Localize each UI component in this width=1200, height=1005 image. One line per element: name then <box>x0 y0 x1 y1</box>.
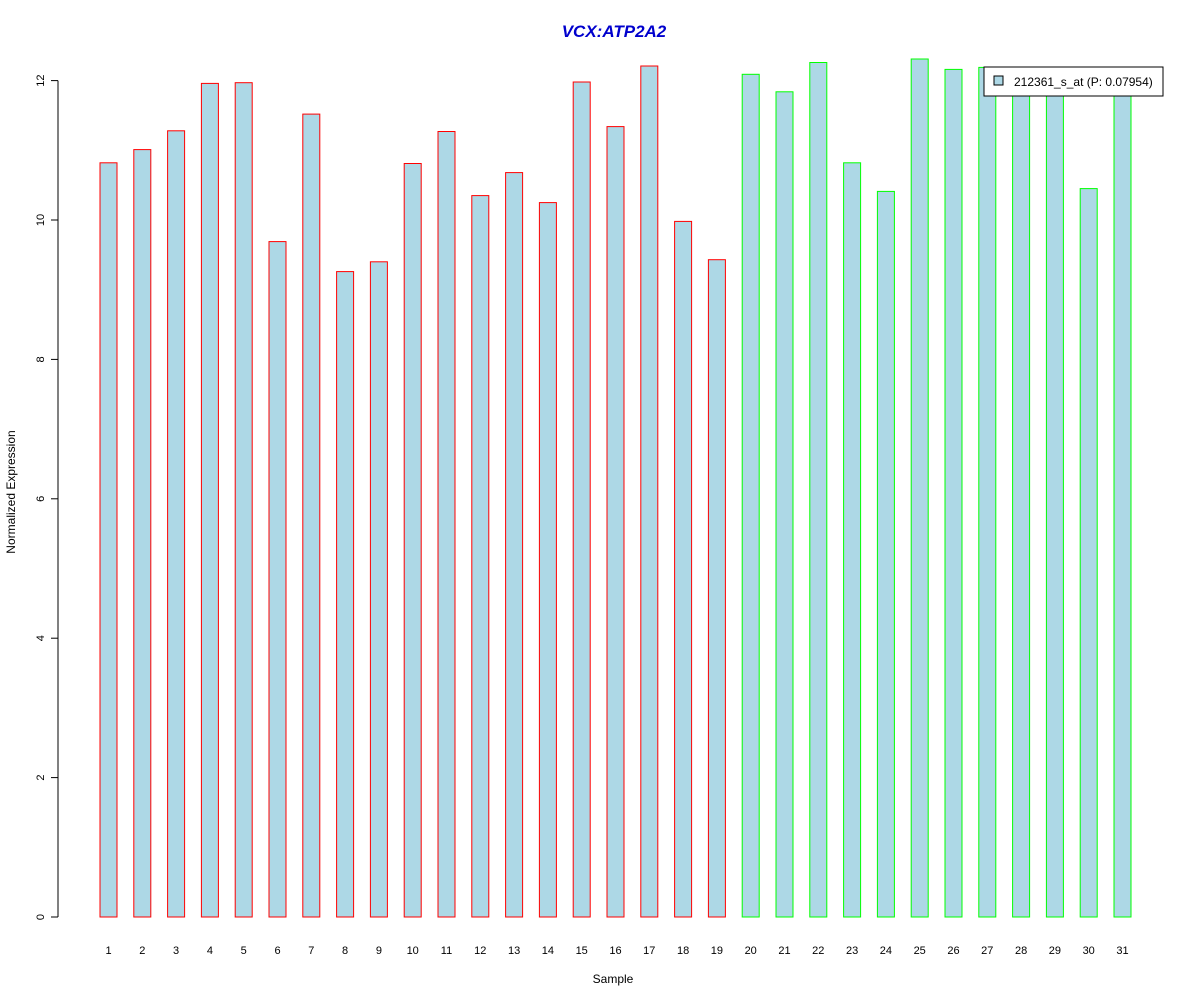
bar <box>471 195 490 918</box>
y-tick-label: 2 <box>35 775 47 781</box>
y-axis: 0 2 4 6 8 10 12 <box>35 74 59 920</box>
x-tick-label: 17 <box>643 945 655 957</box>
bar <box>606 126 625 918</box>
bar <box>1113 89 1132 918</box>
x-tick-label: 31 <box>1116 945 1128 957</box>
bar <box>336 271 355 918</box>
bars-group <box>99 58 1132 918</box>
legend-swatch <box>993 75 1004 86</box>
x-tick-label: 15 <box>576 945 588 957</box>
x-tick-label: 5 <box>241 945 247 957</box>
bar <box>1045 87 1064 918</box>
x-tick-label: 3 <box>173 945 179 957</box>
x-tick-label: 18 <box>677 945 689 957</box>
bar <box>437 131 456 918</box>
x-tick-label: 4 <box>207 945 213 957</box>
y-axis-label: Normalized Expression <box>4 430 18 553</box>
x-tick-label: 6 <box>274 945 280 957</box>
bar <box>538 202 557 918</box>
x-tick-label: 10 <box>407 945 419 957</box>
bar <box>640 65 659 918</box>
bar <box>876 190 895 918</box>
bar <box>674 220 693 918</box>
bar <box>200 82 219 918</box>
x-tick-label: 21 <box>778 945 790 957</box>
bar <box>978 66 997 918</box>
bar <box>234 82 253 918</box>
x-tick-label: 24 <box>880 945 892 957</box>
x-tick-label: 22 <box>812 945 824 957</box>
y-tick-label: 12 <box>35 74 47 86</box>
bar <box>1079 188 1098 918</box>
x-tick-label: 19 <box>711 945 723 957</box>
x-tick-label: 29 <box>1049 945 1061 957</box>
x-tick-label: 28 <box>1015 945 1027 957</box>
x-tick-label: 7 <box>308 945 314 957</box>
bar <box>944 68 963 918</box>
x-tick-label: 11 <box>441 945 452 957</box>
x-tick-label: 16 <box>609 945 621 957</box>
legend: 212361_s_at (P: 0.07954) <box>983 66 1164 97</box>
x-tick-label: 27 <box>981 945 993 957</box>
x-tick-label: 20 <box>745 945 757 957</box>
bar <box>843 162 862 918</box>
y-tick-label: 6 <box>35 496 47 502</box>
legend-box <box>983 66 1164 97</box>
bar <box>809 62 828 918</box>
y-tick-label: 10 <box>35 214 47 226</box>
x-tick-label: 30 <box>1083 945 1095 957</box>
x-tick-label: 2 <box>139 945 145 957</box>
bar <box>910 58 929 918</box>
x-tick-label: 1 <box>105 945 111 957</box>
bar <box>133 149 152 918</box>
bar <box>369 261 388 918</box>
x-tick-labels: 1 2 3 4 5 6 7 8 9 10 11 12 13 14 15 16 17 18 19 20 21 22 23 24 2… <box>105 945 1128 957</box>
x-tick-label: 9 <box>376 945 382 957</box>
bar <box>268 241 287 918</box>
legend-label: 212361_s_at (P: 0.07954) <box>1014 75 1153 89</box>
x-tick-label: 14 <box>542 945 554 957</box>
x-tick-label: 8 <box>342 945 348 957</box>
y-tick-label: 8 <box>35 356 47 362</box>
bar <box>707 259 726 918</box>
bar <box>505 172 524 918</box>
bar <box>302 113 321 918</box>
bar <box>775 91 794 918</box>
bar <box>167 130 186 918</box>
x-tick-label: 26 <box>947 945 959 957</box>
bar <box>403 163 422 918</box>
x-tick-label: 25 <box>914 945 926 957</box>
chart-title: VCX:ATP2A2 <box>562 22 667 41</box>
y-tick-label: 0 <box>35 914 47 920</box>
bar <box>99 162 118 918</box>
x-axis-label: Sample <box>593 972 634 986</box>
y-tick-label: 4 <box>35 635 47 641</box>
x-tick-label: 13 <box>508 945 520 957</box>
bar <box>572 81 591 918</box>
bar <box>741 73 760 918</box>
x-tick-label: 23 <box>846 945 858 957</box>
bar <box>1012 87 1031 918</box>
x-tick-label: 12 <box>474 945 486 957</box>
